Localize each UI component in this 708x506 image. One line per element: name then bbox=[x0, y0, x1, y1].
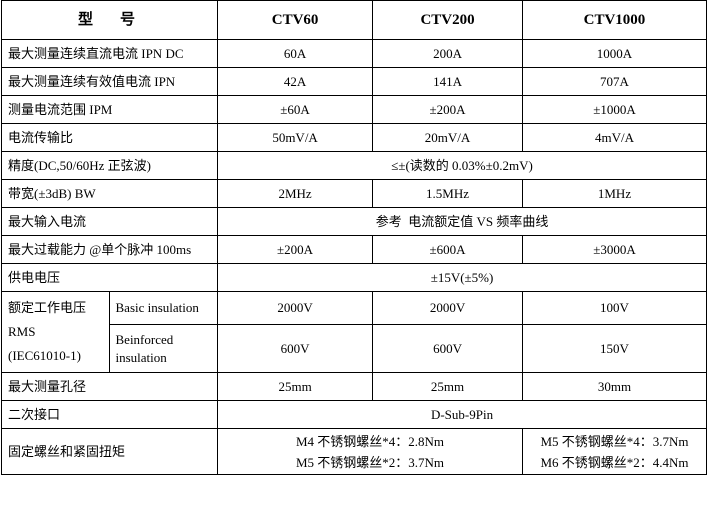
value-line: M5 不锈钢螺丝*2：3.7Nm bbox=[295, 454, 445, 470]
header-cell: CTV1000 bbox=[521, 0, 708, 40]
value-cell: ±60A bbox=[217, 95, 374, 124]
table-row: 电流传输比 50mV/A 20mV/A 4mV/A bbox=[0, 123, 708, 152]
table-row: 带宽(±3dB) BW 2MHz 1.5MHz 1MHz bbox=[0, 179, 708, 208]
value-cell: D-Sub-9Pin bbox=[217, 400, 707, 429]
spec-table: 型 号 CTV60 CTV200 CTV1000 最大测量连续直流电流 IPN … bbox=[0, 0, 708, 475]
value-cell: 25mm bbox=[217, 372, 374, 401]
value-cell: 42A bbox=[217, 67, 374, 96]
value-cell: ±200A bbox=[217, 235, 374, 264]
table-row: 二次接口 D-Sub-9Pin bbox=[0, 400, 707, 429]
table-row: 最大过载能力 @单个脉冲 100ms ±200A ±600A ±3000A bbox=[0, 235, 708, 264]
value-cell: 20mV/A bbox=[372, 123, 523, 152]
label-cell: 测量电流范围 IPM bbox=[0, 95, 219, 124]
value-cell: ±1000A bbox=[521, 95, 708, 124]
label-cell: 固定螺丝和紧固扭矩 bbox=[0, 428, 219, 475]
label-line: RMS bbox=[8, 324, 36, 339]
table-row: 最大测量连续有效值电流 IPN 42A 141A 707A bbox=[0, 67, 708, 96]
value-cell: ±600A bbox=[372, 235, 523, 264]
value-cell: 1MHz bbox=[521, 179, 708, 208]
header-cell: CTV60 bbox=[217, 0, 374, 40]
label-cell: 最大测量连续直流电流 IPN DC bbox=[0, 39, 219, 68]
label-cell: 最大过载能力 @单个脉冲 100ms bbox=[0, 235, 219, 264]
value-cell: 707A bbox=[521, 67, 708, 96]
value-cell: ±200A bbox=[372, 95, 523, 124]
value-cell: ≤±(读数的 0.03%±0.2mV) bbox=[217, 151, 707, 180]
table-row: 测量电流范围 IPM ±60A ±200A ±1000A bbox=[0, 95, 708, 124]
table-row: Beinforced insulation 600V 600V 150V bbox=[2, 324, 708, 373]
value-cell: ±15V(±5%) bbox=[217, 263, 707, 292]
label-cell: 最大测量孔径 bbox=[0, 372, 219, 401]
sub-label-cell: Beinforced insulation bbox=[108, 324, 219, 373]
table-row: 最大测量连续直流电流 IPN DC 60A 200A 1000A bbox=[0, 39, 708, 68]
value-cell: 60A bbox=[217, 39, 374, 68]
label-line: (IEC61010-1) bbox=[8, 348, 81, 363]
value-cell: 600V bbox=[217, 324, 374, 373]
value-cell: 30mm bbox=[521, 372, 708, 401]
header-cell: CTV200 bbox=[372, 0, 523, 40]
table-body: 型 号 CTV60 CTV200 CTV1000 最大测量连续直流电流 IPN … bbox=[0, 0, 708, 475]
value-line: M5 不锈钢螺丝*4：3.7Nm bbox=[540, 433, 689, 449]
value-cell: 2000V bbox=[372, 291, 523, 325]
sub-label-cell: Basic insulation bbox=[108, 291, 219, 325]
value-cell: 150V bbox=[521, 324, 708, 373]
table-row: 精度(DC,50/60Hz 正弦波) ≤±(读数的 0.03%±0.2mV) bbox=[0, 151, 707, 180]
value-cell: M4 不锈钢螺丝*4：2.8Nm M5 不锈钢螺丝*2：3.7Nm bbox=[217, 428, 523, 475]
table-row: 供电电压 ±15V(±5%) bbox=[0, 263, 707, 292]
label-cell: 精度(DC,50/60Hz 正弦波) bbox=[0, 151, 219, 180]
table-row: 最大输入电流 参考 电流额定值 VS 频率曲线 bbox=[0, 207, 707, 236]
value-cell: 25mm bbox=[372, 372, 523, 401]
value-cell: M5 不锈钢螺丝*4：3.7Nm M6 不锈钢螺丝*2：4.4Nm bbox=[521, 428, 708, 475]
value-cell: 141A bbox=[372, 67, 523, 96]
value-cell: 100V bbox=[521, 291, 708, 325]
label-cell: 最大测量连续有效值电流 IPN bbox=[0, 67, 219, 96]
value-cell: 1000A bbox=[521, 39, 708, 68]
value-cell: ±3000A bbox=[521, 235, 708, 264]
value-cell: 2MHz bbox=[217, 179, 374, 208]
value-cell: 600V bbox=[372, 324, 523, 373]
table-row: 最大测量孔径 25mm 25mm 30mm bbox=[0, 372, 708, 401]
value-line: M4 不锈钢螺丝*4：2.8Nm bbox=[295, 433, 445, 449]
label-line: 额定工作电压 bbox=[8, 300, 87, 315]
value-cell: 4mV/A bbox=[521, 123, 708, 152]
label-cell: 二次接口 bbox=[0, 400, 219, 429]
label-cell: 电流传输比 bbox=[0, 123, 219, 152]
label-cell: 额定工作电压 RMS (IEC61010-1) bbox=[1, 291, 110, 373]
table-row: 额定工作电压 RMS (IEC61010-1) Basic insulation 200… bbox=[1, 291, 708, 373]
value-cell: 50mV/A bbox=[217, 123, 374, 152]
header-row: 型 号 CTV60 CTV200 CTV1000 bbox=[0, 0, 708, 40]
value-cell: 2000V bbox=[217, 291, 374, 325]
value-cell: 200A bbox=[372, 39, 523, 68]
header-cell: 型 号 bbox=[0, 0, 219, 40]
table-row: 固定螺丝和紧固扭矩 M4 不锈钢螺丝*4：2.8Nm M5 不锈钢螺丝*2：3.7N… bbox=[0, 428, 708, 475]
label-cell: 带宽(±3dB) BW bbox=[0, 179, 219, 208]
value-cell: 参考 电流额定值 VS 频率曲线 bbox=[217, 207, 707, 236]
label-cell: 最大输入电流 bbox=[0, 207, 219, 236]
value-line: M6 不锈钢螺丝*2：4.4Nm bbox=[540, 454, 689, 470]
value-cell: 1.5MHz bbox=[372, 179, 523, 208]
label-cell: 供电电压 bbox=[0, 263, 219, 292]
